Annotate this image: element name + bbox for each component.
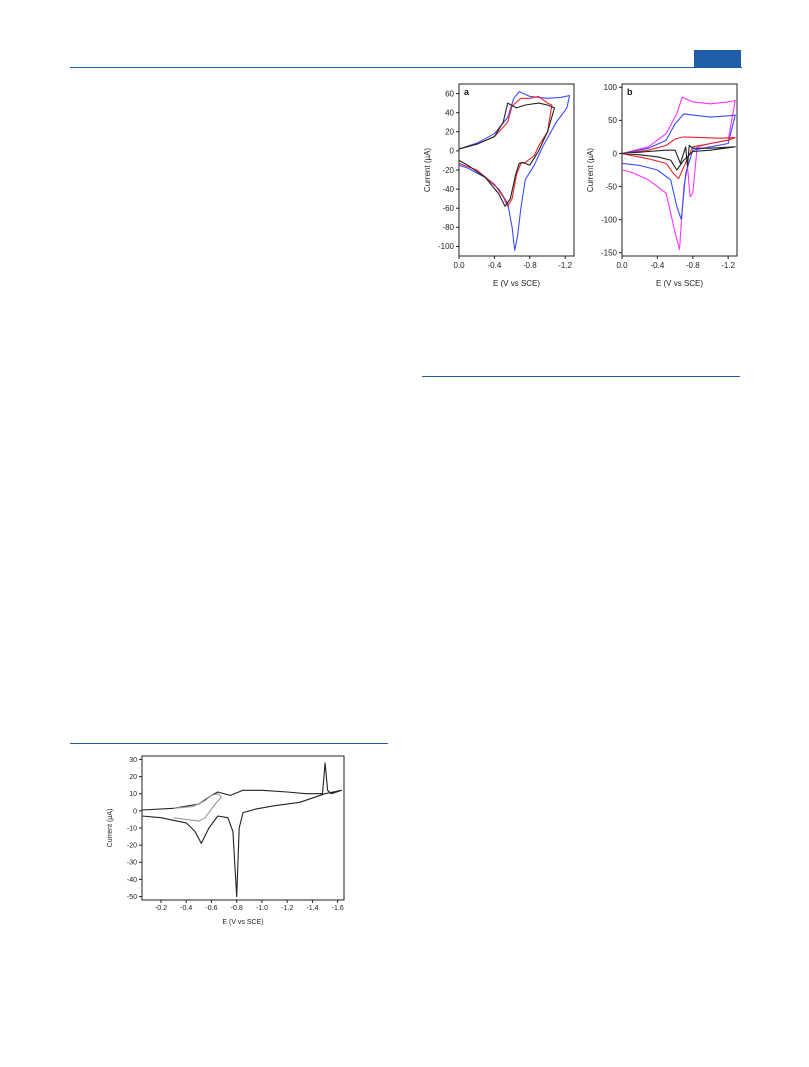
x-tick-label: -0.2 — [155, 905, 167, 912]
y-tick-label: 10 — [129, 791, 137, 798]
x-axis-label: E (V vs SCE) — [222, 919, 263, 926]
y-tick-label: 30 — [129, 757, 137, 764]
x-tick-label: -0.4 — [650, 261, 664, 270]
y-axis-label: Current (µA) — [423, 148, 432, 193]
series-line-0 — [141, 762, 343, 898]
x-tick-label: -0.4 — [180, 905, 192, 912]
header-rule — [70, 67, 742, 68]
header-tab — [694, 50, 741, 67]
y-tick-label: -100 — [438, 242, 455, 251]
y-tick-label: -40 — [127, 877, 137, 884]
y-axis-label: Current (µA) — [107, 809, 114, 848]
y-axis-label: Current (µA) — [586, 148, 595, 193]
series-line-2 — [621, 136, 736, 180]
series-line-0 — [458, 91, 571, 251]
y-tick-label: 60 — [445, 89, 454, 98]
y-tick-label: 0 — [613, 149, 618, 158]
y-tick-label: -20 — [127, 843, 137, 850]
figure-c-chart: -0.2 -0.4 -0.6 -0.8 -1.0 -1.2 -1.4 -1.6 30 20 10 0 -… — [107, 755, 345, 926]
y-tick-label: -20 — [442, 166, 454, 175]
y-tick-label: -10 — [127, 825, 137, 832]
x-tick-label: -0.6 — [205, 905, 217, 912]
x-tick-label: -1.2 — [721, 261, 735, 270]
y-tick-label: 100 — [604, 83, 618, 92]
y-tick-label: -30 — [127, 860, 137, 867]
x-axis-label: E (V vs SCE) — [493, 279, 540, 288]
plot-frame — [141, 755, 345, 901]
figure-b-chart: 0.0 -0.4 -0.8 -1.2 100 50 0 -50 -100 -150 E (V vs … — [586, 83, 738, 288]
x-axis-label: E (V vs SCE) — [656, 279, 703, 288]
x-tick-label: -1.0 — [256, 905, 268, 912]
x-tick-label: -1.2 — [281, 905, 293, 912]
panel-label: b — [627, 87, 633, 97]
x-tick-label: 0.0 — [616, 261, 628, 270]
figure-c-top-rule — [70, 743, 388, 744]
x-tick-label: -1.2 — [558, 261, 572, 270]
series-line-3 — [621, 144, 736, 171]
series-line-2 — [458, 102, 556, 207]
figure-a-chart: 0.0 -0.4 -0.8 -1.2 60 40 20 0 -20 -40 -60 -80 -100 E … — [423, 83, 575, 288]
series-line-1 — [173, 793, 223, 822]
y-tick-label: 0 — [450, 147, 455, 156]
x-tick-label: -0.8 — [523, 261, 537, 270]
series-line-1 — [458, 95, 553, 207]
x-tick-label: -0.4 — [487, 261, 501, 270]
y-tick-label: 50 — [608, 116, 617, 125]
series-line-1 — [621, 113, 736, 221]
y-tick-label: 20 — [445, 128, 454, 137]
y-tick-label: 20 — [129, 774, 137, 781]
x-tick-label: -1.6 — [332, 905, 344, 912]
x-tick-label: -0.8 — [231, 905, 243, 912]
y-tick-label: -60 — [442, 204, 454, 213]
panel-label: a — [464, 87, 470, 97]
x-tick-label: 0.0 — [453, 261, 465, 270]
x-tick-label: -0.8 — [686, 261, 700, 270]
y-tick-label: 0 — [133, 808, 137, 815]
y-tick-label: -100 — [601, 215, 618, 224]
y-tick-label: 40 — [445, 108, 454, 117]
y-tick-label: -150 — [601, 248, 618, 257]
y-tick-label: -40 — [442, 185, 454, 194]
plot-frame — [621, 83, 738, 257]
figure-ab-bottom-rule — [422, 376, 740, 377]
x-tick-label: -1.4 — [306, 905, 318, 912]
y-tick-label: -80 — [442, 223, 454, 232]
y-tick-label: -50 — [605, 182, 617, 191]
y-tick-label: -50 — [127, 894, 137, 901]
